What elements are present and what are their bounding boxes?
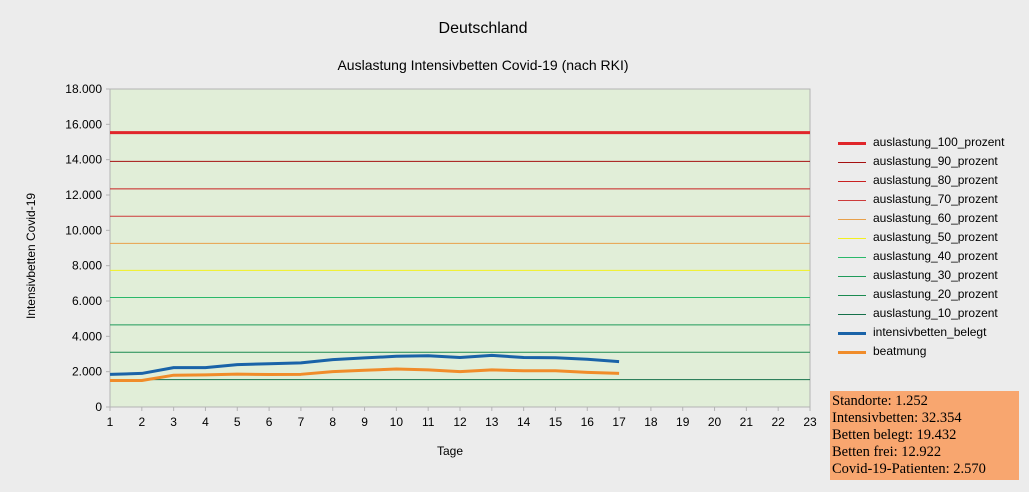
chart-subtitle: Auslastung Intensivbetten Covid-19 (nach…: [337, 57, 629, 73]
y-tick-label: 4.000: [72, 329, 102, 343]
legend-label: auslastung_100_prozent: [873, 135, 1005, 149]
info-betten-belegt: Betten belegt: 19.432: [832, 427, 957, 443]
info-box: Standorte: 1.252 Intensivbetten: 32.354 …: [830, 391, 1019, 480]
x-tick-label: 22: [772, 415, 786, 429]
legend-swatch: [838, 257, 866, 258]
y-tick-label: 14.000: [65, 153, 102, 167]
legend-label: beatmung: [873, 344, 927, 358]
x-tick-label: 17: [612, 415, 626, 429]
legend-swatch: [838, 295, 866, 296]
info-betten-frei: Betten frei: 12.922: [832, 444, 942, 460]
legend-label: auslastung_50_prozent: [873, 230, 998, 244]
legend-swatch: [838, 142, 866, 145]
legend-item-beatmung: beatmung: [838, 343, 1028, 362]
x-tick-label: 14: [517, 415, 531, 429]
x-tick-label: 20: [708, 415, 722, 429]
legend-swatch: [838, 351, 866, 354]
line-chart: 0 2.000 4.000 6.000 8.000 10.000 12.000 14.000 1…: [24, 82, 817, 458]
y-tick-label: 10.000: [65, 223, 102, 237]
x-tick-label: 5: [234, 415, 241, 429]
x-tick-label: 2: [138, 415, 145, 429]
legend-label: auslastung_60_prozent: [873, 211, 998, 225]
legend-label: auslastung_20_prozent: [873, 287, 998, 301]
y-tick-label: 2.000: [72, 365, 102, 379]
legend-swatch: [838, 238, 866, 239]
y-tick-label: 0: [95, 400, 102, 414]
x-tick-label: 4: [202, 415, 209, 429]
chart-legend: auslastung_100_prozent auslastung_90_proz…: [838, 134, 1028, 362]
y-tick-label: 6.000: [72, 294, 102, 308]
legend-swatch: [838, 219, 866, 220]
x-tick-label: 19: [676, 415, 690, 429]
chart-title: Deutschland: [438, 20, 528, 37]
plot-area: [109, 88, 811, 408]
info-intensivbetten: Intensivbetten: 32.354: [832, 410, 962, 426]
x-tick-label: 15: [549, 415, 563, 429]
y-tick-label: 16.000: [65, 117, 102, 131]
legend-item-auslastung_60_prozent: auslastung_60_prozent: [838, 210, 1028, 229]
legend-swatch: [838, 162, 866, 163]
legend-item-auslastung_90_prozent: auslastung_90_prozent: [838, 153, 1028, 172]
x-tick-label: 6: [266, 415, 273, 429]
x-tick-label: 23: [803, 415, 817, 429]
x-tick-label: 12: [453, 415, 467, 429]
x-tick-label: 18: [644, 415, 658, 429]
x-tick-label: 16: [581, 415, 595, 429]
legend-swatch: [838, 276, 866, 277]
x-axis-label: Tage: [437, 444, 463, 458]
legend-label: auslastung_70_prozent: [873, 192, 998, 206]
legend-label: auslastung_10_prozent: [873, 306, 998, 320]
legend-swatch: [838, 332, 866, 335]
x-tick-label: 10: [390, 415, 404, 429]
y-tick-label: 12.000: [65, 188, 102, 202]
legend-item-auslastung_50_prozent: auslastung_50_prozent: [838, 229, 1028, 248]
x-tick-label: 8: [329, 415, 336, 429]
legend-swatch: [838, 314, 866, 315]
legend-label: auslastung_80_prozent: [873, 173, 998, 187]
x-tick-label: 9: [361, 415, 368, 429]
x-tick-label: 1: [107, 415, 114, 429]
legend-swatch: [838, 181, 866, 182]
legend-item-auslastung_70_prozent: auslastung_70_prozent: [838, 191, 1028, 210]
legend-item-intensivbetten_belegt: intensivbetten_belegt: [838, 324, 1028, 343]
x-tick-label: 3: [170, 415, 177, 429]
y-tick-label: 8.000: [72, 259, 102, 273]
info-standorte: Standorte: 1.252: [832, 393, 928, 409]
legend-label: auslastung_40_prozent: [873, 249, 998, 263]
y-tick-label: 18.000: [65, 82, 102, 96]
x-tick-label: 7: [298, 415, 305, 429]
x-tick-label: 13: [485, 415, 499, 429]
legend-item-auslastung_20_prozent: auslastung_20_prozent: [838, 286, 1028, 305]
legend-label: auslastung_90_prozent: [873, 154, 998, 168]
legend-swatch: [838, 200, 866, 201]
legend-item-auslastung_80_prozent: auslastung_80_prozent: [838, 172, 1028, 191]
x-tick-label: 11: [422, 415, 435, 429]
legend-item-auslastung_100_prozent: auslastung_100_prozent: [838, 134, 1028, 153]
legend-item-auslastung_10_prozent: auslastung_10_prozent: [838, 305, 1028, 324]
y-axis-label: Intensivbetten Covid-19: [24, 193, 38, 319]
legend-label: auslastung_30_prozent: [873, 268, 998, 282]
legend-item-auslastung_30_prozent: auslastung_30_prozent: [838, 267, 1028, 286]
legend-item-auslastung_40_prozent: auslastung_40_prozent: [838, 248, 1028, 267]
info-covid-patienten: Covid-19-Patienten: 2.570: [832, 461, 986, 477]
x-tick-label: 21: [740, 415, 754, 429]
legend-label: intensivbetten_belegt: [873, 325, 987, 339]
